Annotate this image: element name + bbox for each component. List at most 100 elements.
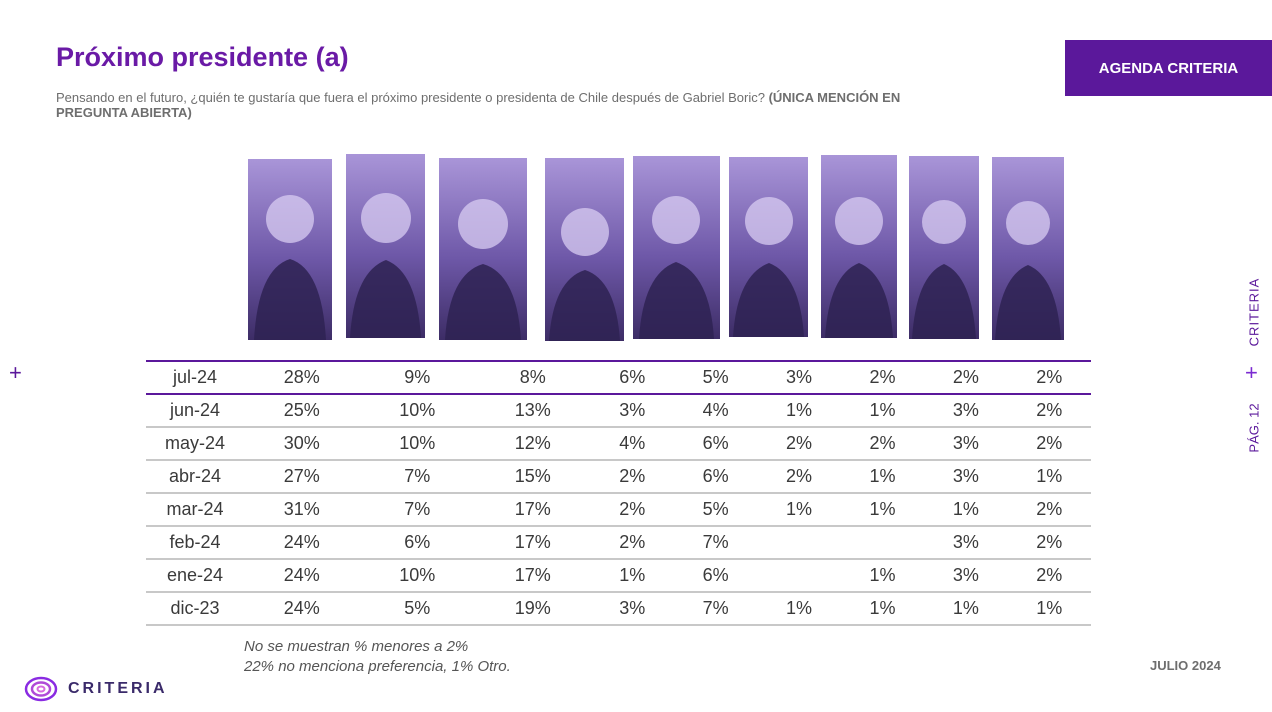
logo-text: CRITERIA — [68, 680, 168, 697]
candidate-photo-5 — [633, 156, 720, 339]
table-cell: 7% — [359, 493, 476, 527]
table-cell: 6% — [359, 526, 476, 560]
candidate-photo-4 — [545, 158, 624, 341]
table-cell: 5% — [359, 592, 476, 626]
table-cell: 5% — [673, 493, 758, 527]
candidate-photo-3 — [439, 158, 527, 340]
table-cell: 2% — [757, 460, 841, 494]
table-cell: 2% — [840, 427, 925, 461]
question-subtitle: Pensando en el futuro, ¿quién te gustarí… — [56, 90, 936, 120]
row-month: jun-24 — [146, 394, 244, 428]
row-month: mar-24 — [146, 493, 244, 527]
person-photo-icon — [254, 195, 326, 340]
table-row: feb-24 24% 6% 17% 2% 7% 3% 2% — [146, 526, 1091, 560]
table-cell — [757, 559, 841, 593]
table-cell: 3% — [924, 427, 1008, 461]
table-cell: 4% — [673, 394, 758, 428]
table-cell: 1% — [924, 592, 1008, 626]
row-month: ene-24 — [146, 559, 244, 593]
table-cell: 3% — [924, 460, 1008, 494]
page-number: PÁG. 12 — [1246, 403, 1262, 453]
table-cell: 17% — [475, 559, 591, 593]
table-cell: 2% — [590, 460, 674, 494]
person-photo-icon — [825, 197, 893, 338]
table-cell: 2% — [1007, 493, 1091, 527]
table-cell: 5% — [673, 360, 758, 395]
table-cell: 10% — [359, 394, 476, 428]
table-cell: 10% — [359, 559, 476, 593]
table-cell: 30% — [244, 427, 360, 461]
table-cell: 1% — [840, 559, 925, 593]
person-photo-icon — [639, 196, 714, 339]
table-cell: 9% — [359, 360, 476, 395]
table-cell: 6% — [590, 360, 674, 395]
table-cell: 1% — [757, 493, 841, 527]
person-photo-icon — [912, 200, 976, 339]
table-cell: 7% — [673, 526, 758, 560]
table-row: abr-24 27% 7% 15% 2% 6% 2% 1% 3% 1% — [146, 460, 1091, 494]
table-cell: 1% — [840, 394, 925, 428]
side-brand-label: CRITERIA — [1246, 277, 1262, 347]
candidate-photo-1 — [248, 159, 332, 340]
table-cell: 7% — [673, 592, 758, 626]
table-cell: 2% — [1007, 394, 1091, 428]
table-cell: 10% — [359, 427, 476, 461]
table-cell — [757, 526, 841, 560]
report-date: JULIO 2024 — [1150, 658, 1221, 673]
table-cell: 2% — [1007, 427, 1091, 461]
candidate-photo-2 — [346, 154, 425, 338]
results-table: jul-24 28% 9% 8% 6% 5% 3% 2% 2% 2% jun-24 25% 10% 13%… — [146, 360, 1091, 626]
agenda-criteria-button[interactable]: AGENDA CRITERIA — [1065, 40, 1272, 96]
table-cell — [840, 526, 925, 560]
row-month: abr-24 — [146, 460, 244, 494]
row-month: feb-24 — [146, 526, 244, 560]
page-title: Próximo presidente (a) — [56, 42, 349, 72]
table-row: dic-23 24% 5% 19% 3% 7% 1% 1% 1% 1% — [146, 592, 1091, 626]
person-photo-icon — [549, 208, 620, 341]
candidate-photo-7 — [821, 155, 897, 338]
table-cell: 15% — [475, 460, 591, 494]
candidate-photo-8 — [909, 156, 979, 339]
table-cell: 2% — [1007, 559, 1091, 593]
note-line-2: 22% no menciona preferencia, 1% Otro. — [244, 658, 511, 675]
table-cell: 1% — [757, 592, 841, 626]
table-cell: 3% — [924, 559, 1008, 593]
table-cell: 2% — [757, 427, 841, 461]
table-cell: 1% — [1007, 460, 1091, 494]
table-cell: 24% — [244, 526, 360, 560]
person-photo-icon — [350, 193, 421, 338]
row-month: dic-23 — [146, 592, 244, 626]
table-cell: 7% — [359, 460, 476, 494]
criteria-logo-icon — [24, 676, 58, 702]
question-text: Pensando en el futuro, ¿quién te gustarí… — [56, 90, 769, 105]
table-cell: 12% — [475, 427, 591, 461]
table-cell: 19% — [475, 592, 591, 626]
person-photo-icon — [733, 197, 804, 337]
table-cell: 1% — [757, 394, 841, 428]
table-cell: 24% — [244, 592, 360, 626]
table-cell: 2% — [1007, 526, 1091, 560]
table-cell: 1% — [840, 592, 925, 626]
table-cell: 13% — [475, 394, 591, 428]
table-cell: 6% — [673, 460, 758, 494]
question-note: (ÚNICA MENCIÓN EN PREGUNTA ABIERTA) — [56, 90, 901, 120]
table-cell: 2% — [840, 360, 925, 395]
table-cell: 1% — [590, 559, 674, 593]
table-cell: 2% — [590, 526, 674, 560]
table-cell: 6% — [673, 427, 758, 461]
table-cell: 24% — [244, 559, 360, 593]
table-cell: 2% — [1007, 360, 1091, 395]
table-row: jul-24 28% 9% 8% 6% 5% 3% 2% 2% 2% — [146, 360, 1091, 395]
table-cell: 17% — [475, 493, 591, 527]
candidate-photo-6 — [729, 157, 808, 337]
row-month: may-24 — [146, 427, 244, 461]
table-cell: 3% — [924, 526, 1008, 560]
table-row: ene-24 24% 10% 17% 1% 6% 1% 3% 2% — [146, 559, 1091, 593]
person-photo-icon — [995, 201, 1061, 340]
table-cell: 1% — [840, 460, 925, 494]
table-cell: 1% — [1007, 592, 1091, 626]
table-row: jun-24 25% 10% 13% 3% 4% 1% 1% 3% 2% — [146, 394, 1091, 428]
table-cell: 3% — [590, 394, 674, 428]
table-row: mar-24 31% 7% 17% 2% 5% 1% 1% 1% 2% — [146, 493, 1091, 527]
table-cell: 2% — [590, 493, 674, 527]
